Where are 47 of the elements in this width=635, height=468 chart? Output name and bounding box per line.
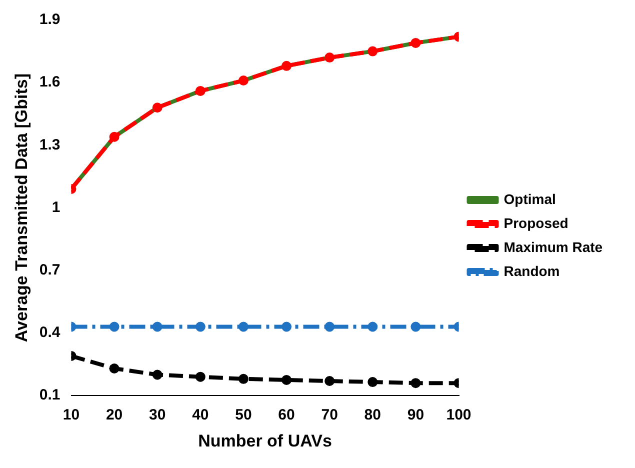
point — [368, 46, 378, 56]
y-tick-label: 1 — [52, 198, 60, 216]
point — [195, 322, 206, 332]
point — [109, 322, 120, 332]
legend-label: Proposed — [504, 214, 568, 231]
x-tick-label: 60 — [278, 406, 295, 424]
point — [238, 374, 248, 384]
x-tick-label: 100 — [446, 406, 472, 424]
x-axis-title: Number of UAVs — [198, 431, 332, 450]
point — [282, 60, 292, 71]
point — [368, 377, 378, 388]
y-tick-label: 0.4 — [39, 324, 61, 342]
point — [410, 322, 421, 332]
y-tick-label: 0.7 — [39, 262, 60, 279]
point — [195, 86, 206, 96]
legend-label: Maximum Rate — [504, 238, 603, 255]
x-tick-label: 40 — [192, 406, 209, 424]
point — [109, 363, 120, 374]
point — [195, 372, 206, 382]
point — [324, 376, 335, 386]
point — [152, 322, 162, 332]
x-tick-label: 50 — [235, 406, 252, 424]
legend-label: Optimal — [504, 190, 556, 207]
legend-label: Random — [504, 262, 560, 279]
point — [410, 378, 421, 388]
x-tick-label: 30 — [149, 406, 166, 424]
y-tick-label: 1.6 — [39, 74, 60, 91]
point — [282, 322, 292, 332]
point — [324, 52, 335, 63]
point — [152, 370, 162, 380]
point — [410, 38, 421, 48]
x-tick-label: 70 — [321, 406, 338, 424]
x-tick-label: 80 — [364, 406, 381, 424]
x-tick-label: 10 — [62, 406, 80, 424]
point — [282, 374, 292, 385]
x-tick-label: 20 — [106, 406, 123, 424]
y-tick-label: 1.9 — [39, 11, 60, 28]
point — [368, 322, 378, 332]
y-tick-label: 0.1 — [39, 386, 60, 404]
point — [238, 76, 248, 86]
point — [324, 322, 335, 332]
point — [238, 322, 248, 332]
y-axis-title: Average Transmitted Data [Gbits] — [12, 73, 31, 342]
point — [152, 102, 162, 113]
x-tick-label: 90 — [407, 406, 424, 424]
point — [109, 132, 120, 142]
y-tick-label: 1.3 — [39, 136, 60, 154]
